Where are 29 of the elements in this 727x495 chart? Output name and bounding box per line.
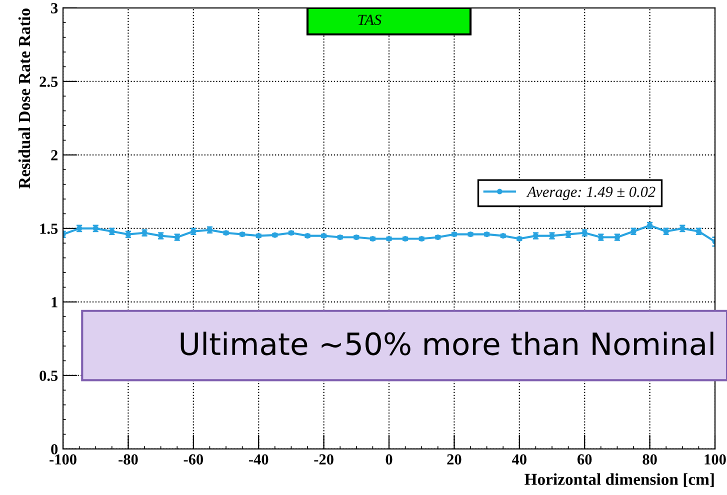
- x-tick-label: 0: [386, 454, 392, 465]
- y-tick-label: 1: [52, 297, 58, 308]
- y-tick-label: 3: [51, 3, 58, 14]
- x-tick-label: 20: [447, 454, 462, 465]
- point: [125, 232, 132, 238]
- point: [206, 227, 213, 233]
- x-tick-label: -80: [118, 454, 138, 465]
- annotation: Ultimate ~50% more than Nominal: [180, 332, 714, 356]
- y-tick-label: 2: [51, 150, 58, 160]
- point: [566, 232, 572, 238]
- x-tick-label: 80: [642, 454, 657, 465]
- x-tick-label: 40: [512, 454, 526, 465]
- point: [647, 222, 653, 228]
- legend-label: Average: 1.49 ± 0.02: [526, 186, 656, 200]
- x-tick-label: -20: [314, 454, 334, 465]
- y-tick-label: 0.5: [40, 370, 58, 381]
- point: [532, 233, 538, 239]
- x-axis-title: Horizontal dimension [cm]: [524, 473, 714, 488]
- point: [696, 228, 702, 234]
- annotation: TAS: [358, 14, 382, 25]
- y-tick-label: 0: [51, 444, 58, 454]
- y-tick-label: 1.5: [40, 224, 58, 234]
- y-axis-title: Residual Dose Rate Ratio: [18, 8, 30, 189]
- x-tick-label: -60: [184, 454, 204, 465]
- x-tick-label: -40: [249, 454, 268, 465]
- x-tick-label: 60: [577, 454, 592, 465]
- y-tick-label: 2.5: [40, 76, 58, 87]
- x-tick-label: -100: [50, 454, 76, 465]
- x-tick-label: 100: [704, 454, 726, 465]
